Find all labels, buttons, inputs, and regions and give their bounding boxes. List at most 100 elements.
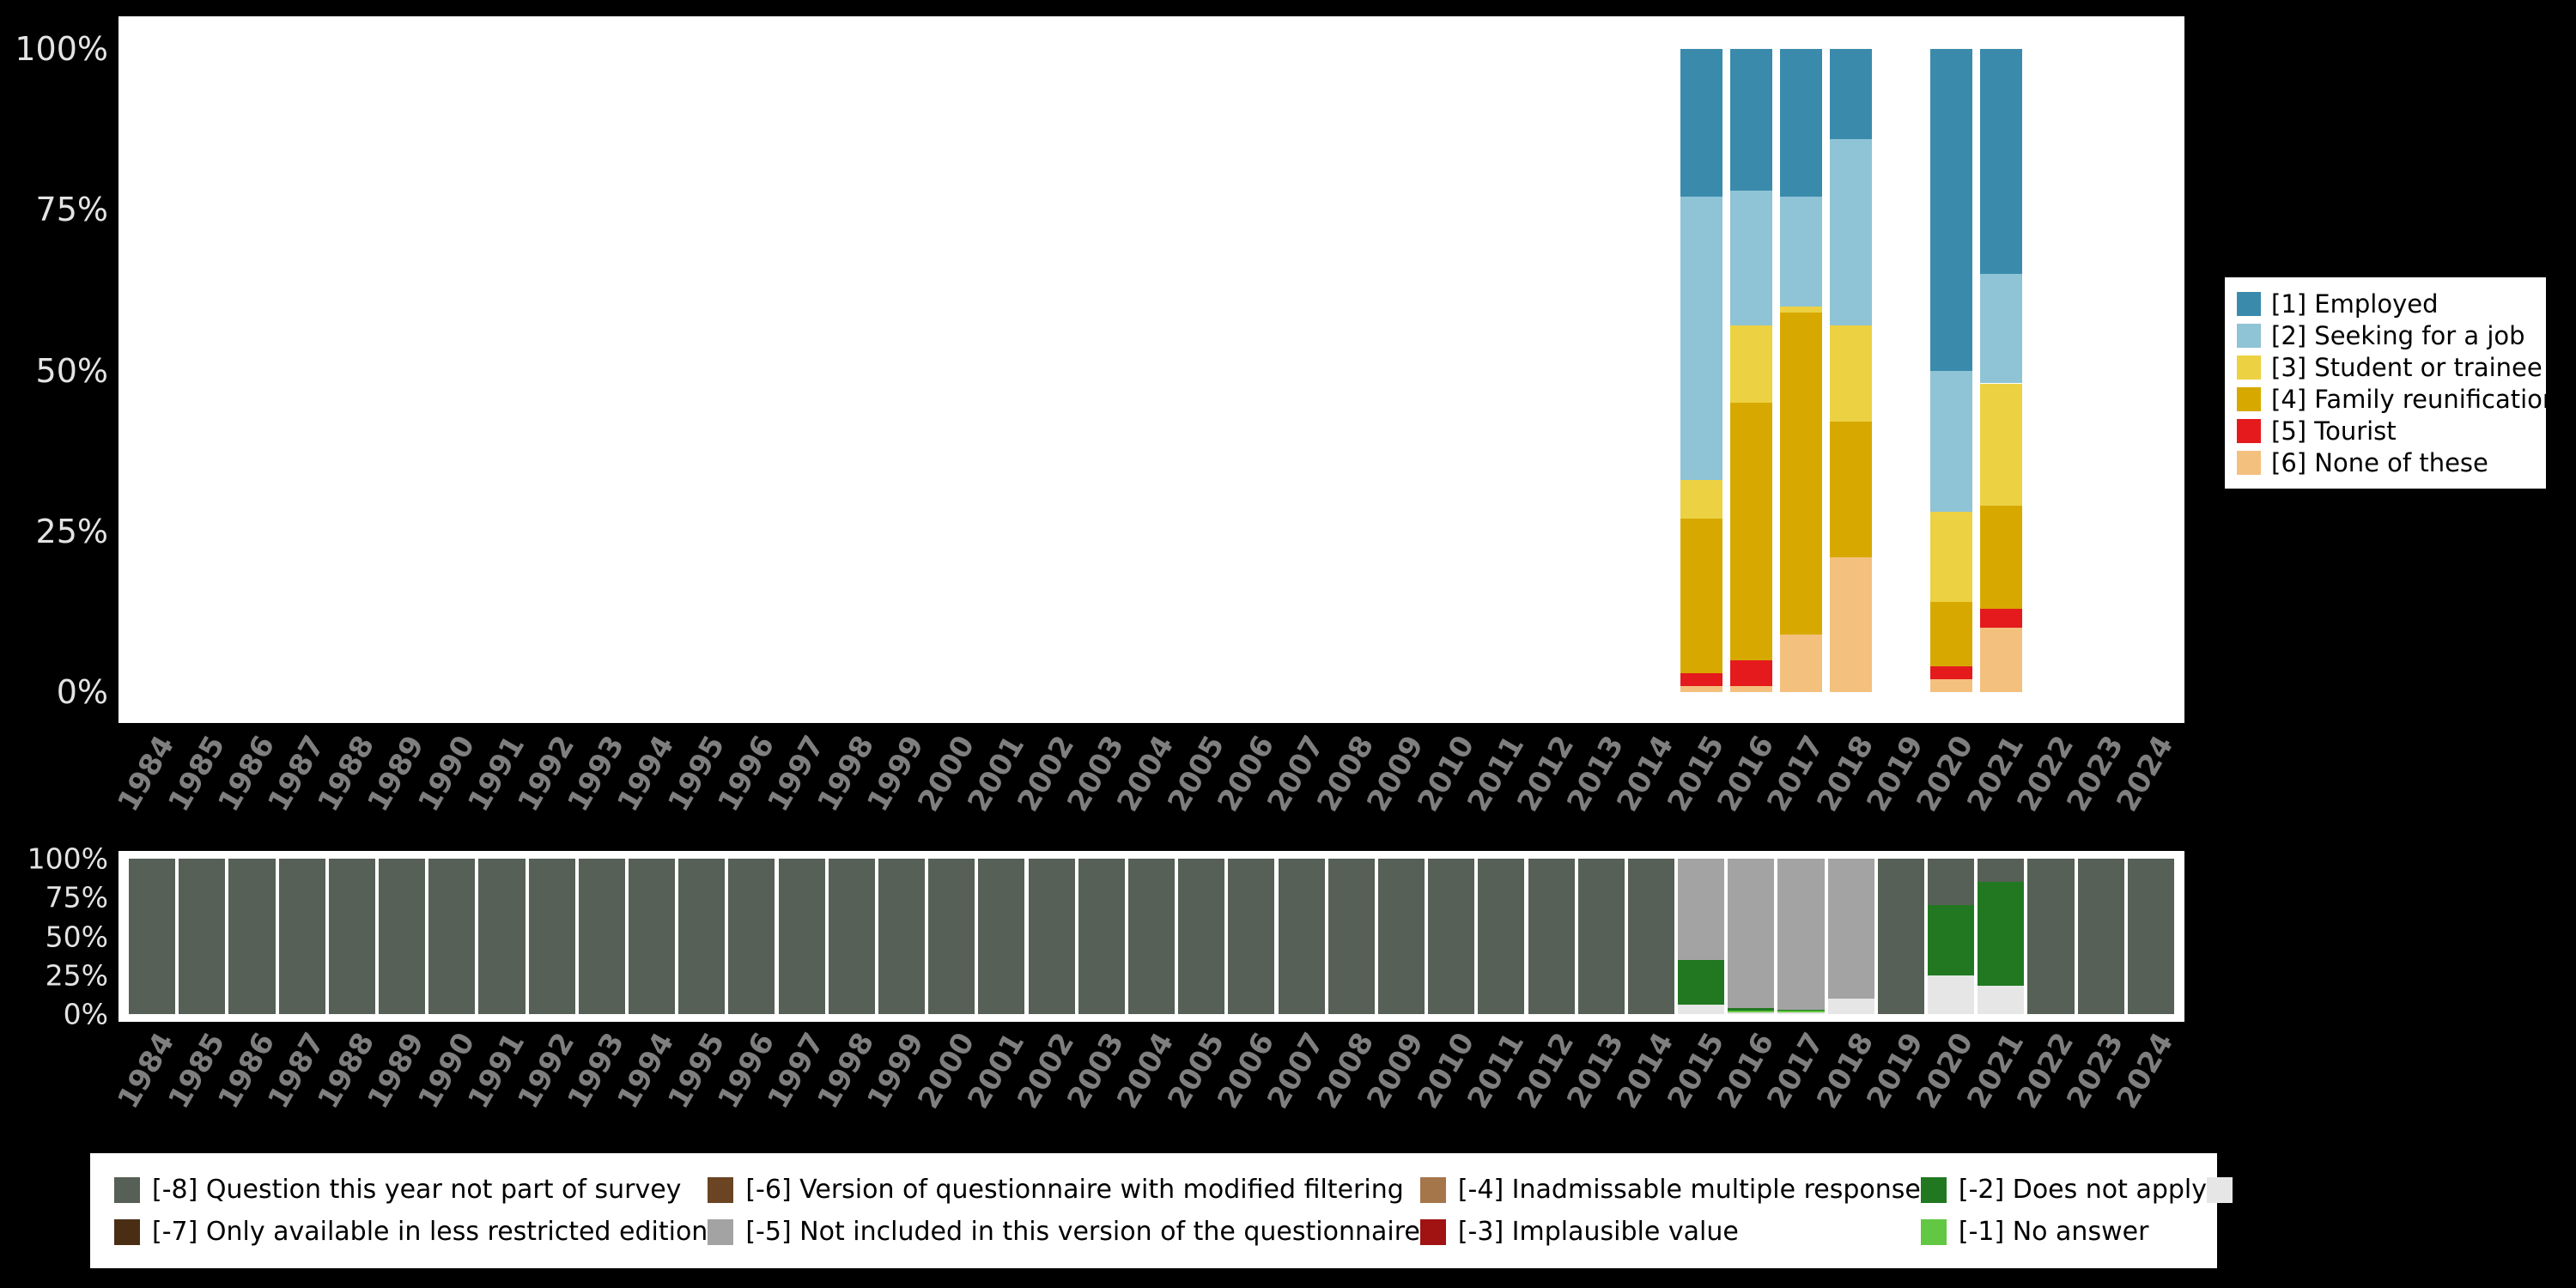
bar-segment-2021-1 xyxy=(1979,49,2022,275)
bar-segment-2021-valid xyxy=(1978,986,2025,1014)
bar-segment-2018-4 xyxy=(1830,422,1873,557)
bar-segment-2020-3 xyxy=(1929,512,1972,603)
y-tick-label: 50% xyxy=(35,351,108,390)
missing-chart-plot xyxy=(118,851,2184,1022)
bar-segment-1992--8 xyxy=(528,859,575,1014)
main-chart-plot xyxy=(118,16,2184,723)
bar-segment-2020-6 xyxy=(1929,679,1972,692)
bar-segment-2011--8 xyxy=(1478,859,1525,1014)
bar-segment-2008--8 xyxy=(1327,859,1375,1014)
bar-segment-2018-3 xyxy=(1830,325,1873,422)
bar-segment-2000--8 xyxy=(928,859,975,1014)
bar-segment-2004--8 xyxy=(1127,859,1176,1014)
y-tick-label: 0% xyxy=(63,997,108,1031)
bar-segment-2016-4 xyxy=(1729,402,1772,660)
legend-item: [-2] Does not apply xyxy=(1920,1175,2208,1205)
legend-swatch xyxy=(1920,1176,1947,1203)
legend-item-label: [-7] Only available in less restricted e… xyxy=(152,1217,708,1247)
bar-segment-2017-2 xyxy=(1780,197,1822,307)
legend-swatch xyxy=(2237,355,2261,380)
legend-swatch xyxy=(2207,1176,2233,1203)
legend-swatch xyxy=(2237,418,2261,443)
bar-segment-1991--8 xyxy=(478,859,526,1014)
legend-item-label: [1] Employed xyxy=(2271,289,2439,319)
bar-segment-1985--8 xyxy=(179,859,226,1014)
y-tick-label: 25% xyxy=(45,958,108,993)
bar-segment-2018--5 xyxy=(1827,859,1874,999)
legend-item-label: [-6] Version of questionnaire with modif… xyxy=(745,1175,1404,1205)
bar-segment-2023--8 xyxy=(2077,859,2124,1014)
legend-item: [5] Tourist xyxy=(2237,415,2534,447)
bar-segment-2016--1 xyxy=(1728,1011,1775,1013)
category-legend: [1] Employed [2] Seeking for a job [3] Stu… xyxy=(2223,276,2558,490)
bar-segment-2016-6 xyxy=(1729,685,1772,692)
legend-item-label: valid cases xyxy=(2245,1175,2388,1205)
bar-segment-2017-1 xyxy=(1780,49,1822,197)
legend-item: [-7] Only available in less restricted e… xyxy=(114,1217,708,1247)
bar-segment-2020-5 xyxy=(1929,666,1972,680)
bar-segment-2015-6 xyxy=(1680,685,1722,692)
bar-segment-2002--8 xyxy=(1028,859,1075,1014)
bar-segment-1984--8 xyxy=(129,859,176,1014)
bar-segment-2020--2 xyxy=(1928,905,1975,975)
bar-segment-2021--2 xyxy=(1978,882,2025,987)
bar-segment-2015-1 xyxy=(1680,49,1722,197)
missing-chart-y-axis: 0% 25% 50% 75% 100% xyxy=(0,842,108,1031)
bar-segment-2020-2 xyxy=(1929,370,1972,513)
legend-item: valid cases xyxy=(2207,1175,2387,1205)
bar-segment-1999--8 xyxy=(878,859,926,1014)
bar-segment-1988--8 xyxy=(328,859,375,1014)
legend-item: [-6] Version of questionnaire with modif… xyxy=(708,1175,1420,1205)
bar-segment-1990--8 xyxy=(428,859,476,1014)
bar-segment-2016--2 xyxy=(1728,1007,1775,1012)
bar-segment-2006--8 xyxy=(1228,859,1275,1014)
legend-item-label: [-4] Inadmissable multiple response xyxy=(1457,1175,1921,1205)
bar-segment-2021-2 xyxy=(1979,274,2022,384)
bar-segment-2020-4 xyxy=(1929,602,1972,667)
bar-segment-1998--8 xyxy=(828,859,875,1014)
legend-item: [6] None of these xyxy=(2237,447,2534,478)
legend-item-label: [5] Tourist xyxy=(2271,416,2397,446)
bar-segment-2019--8 xyxy=(1877,859,1924,1014)
bar-segment-2015-3 xyxy=(1680,479,1722,519)
bar-segment-2017--5 xyxy=(1777,859,1825,1010)
bar-segment-2024--8 xyxy=(2127,859,2174,1014)
bar-segment-2020-1 xyxy=(1929,49,1972,371)
bar-segment-2015-5 xyxy=(1680,672,1722,686)
bar-segment-2017-4 xyxy=(1780,313,1822,635)
bar-segment-2017-valid xyxy=(1777,1012,1825,1014)
bar-segment-2016-valid xyxy=(1728,1012,1775,1014)
legend-item-label: [3] Student or trainee xyxy=(2271,352,2543,382)
bar-segment-2018-1 xyxy=(1830,49,1873,139)
bar-segment-2013--8 xyxy=(1577,859,1625,1014)
y-tick-label: 0% xyxy=(56,673,108,711)
legend-swatch xyxy=(708,1176,734,1203)
bar-segment-2021-6 xyxy=(1979,628,2022,692)
legend-item: [3] Student or trainee xyxy=(2237,351,2543,383)
bar-segment-2016-1 xyxy=(1729,49,1772,191)
bar-segment-2017--1 xyxy=(1777,1011,1825,1013)
legend-item-label: [-8] Question this year not part of surv… xyxy=(152,1175,682,1205)
bar-segment-1997--8 xyxy=(778,859,825,1014)
legend-swatch xyxy=(708,1218,734,1245)
legend-item-label: [2] Seeking for a job xyxy=(2271,320,2525,350)
legend-swatch xyxy=(2237,291,2261,316)
bar-segment-2012--8 xyxy=(1528,859,1575,1014)
y-tick-label: 50% xyxy=(45,920,108,953)
bar-segment-2017-6 xyxy=(1780,634,1822,692)
legend-swatch xyxy=(2237,386,2261,411)
bar-segment-2015-4 xyxy=(1680,518,1722,673)
legend-item: [-1] No answer xyxy=(1920,1217,2207,1247)
bar-segment-2014--8 xyxy=(1627,859,1674,1014)
bar-segment-2018-2 xyxy=(1830,138,1873,326)
legend-swatch xyxy=(2237,323,2261,348)
bar-segment-2016-5 xyxy=(1729,659,1772,686)
legend-item-label: [-2] Does not apply xyxy=(1958,1175,2208,1205)
legend-swatch xyxy=(114,1218,140,1245)
bar-segment-2009--8 xyxy=(1377,859,1425,1014)
bar-segment-1993--8 xyxy=(578,859,625,1014)
bar-segment-2001--8 xyxy=(978,859,1025,1014)
legend-item: [-3] Implausible value xyxy=(1419,1217,1921,1247)
bar-segment-2005--8 xyxy=(1178,859,1225,1014)
legend-item: [-5] Not included in this version of the… xyxy=(708,1217,1420,1247)
